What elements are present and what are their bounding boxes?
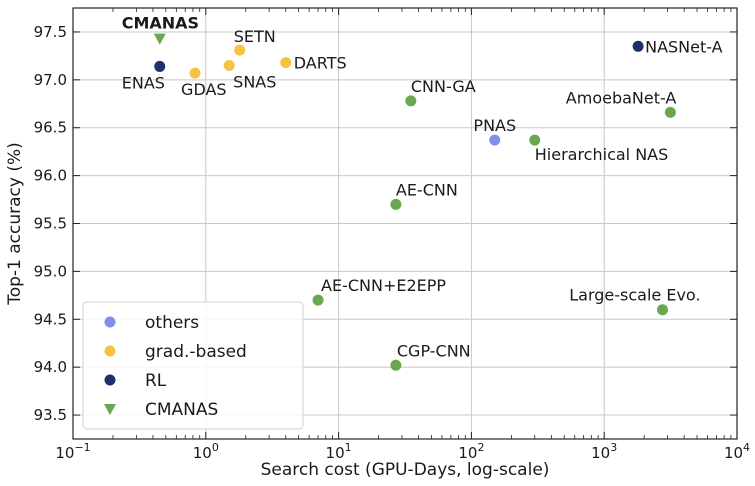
data-point-cmanas	[153, 33, 166, 45]
x-tick-label: 101	[326, 441, 352, 462]
y-tick-label: 97.0	[34, 71, 67, 89]
point-label-setn: SETN	[234, 27, 276, 46]
legend-label-cmanas: CMANAS	[145, 400, 218, 420]
data-point-ae-cnn	[390, 198, 402, 210]
legend-label-others: others	[145, 313, 199, 333]
legend: others grad.-based RL CMANAS	[82, 301, 304, 430]
x-tick-label: 104	[724, 441, 750, 462]
point-label-large-scale-evo-: Large-scale Evo.	[569, 286, 700, 305]
point-label-snas: SNAS	[233, 72, 276, 91]
y-axis-title: Top-1 accuracy (%)	[5, 142, 25, 306]
legend-label-rl: RL	[145, 371, 167, 391]
legend-marker-cmanas	[104, 404, 116, 415]
x-tick-label: 103	[591, 441, 617, 462]
y-tick-label: 93.5	[34, 406, 67, 424]
data-points	[153, 33, 676, 371]
point-label-gdas: GDAS	[181, 80, 227, 99]
y-tick-label: 95.5	[34, 215, 67, 233]
point-label-cmanas: CMANAS	[122, 14, 199, 33]
point-label-pnas: PNAS	[473, 116, 516, 135]
y-tick-label: 95.0	[34, 262, 67, 280]
data-point-pnas	[489, 134, 501, 146]
x-tick-label: 100	[193, 441, 219, 462]
grid-lines	[72, 8, 738, 439]
legend-marker-others	[104, 316, 116, 328]
y-tick-label: 96.0	[34, 167, 67, 185]
point-label-cgp-cnn: CGP-CNN	[397, 341, 471, 360]
data-point-cnn-ga	[405, 95, 417, 107]
point-label-ae-cnn-e2epp: AE-CNN+E2EPP	[321, 276, 446, 295]
data-point-ae-cnn-e2epp	[312, 294, 324, 306]
point-label-enas: ENAS	[122, 73, 165, 92]
point-label-ae-cnn: AE-CNN	[396, 180, 458, 199]
point-labels: CMANAS ENAS GDAS SETN SNAS DARTS NASNet-A CNN-G…	[122, 14, 723, 361]
data-point-cgp-cnn	[390, 359, 402, 371]
data-point-darts	[280, 57, 292, 69]
y-tick-label: 94.0	[34, 358, 67, 376]
legend-label-grad: grad.-based	[145, 342, 247, 362]
x-tick-label: 10−1	[55, 441, 90, 462]
point-label-nasnet-a: NASNet-A	[645, 37, 723, 56]
y-tick-label: 94.5	[34, 310, 67, 328]
y-tick-label: 96.5	[34, 119, 67, 137]
data-point-amoebanet-a	[664, 106, 676, 118]
axes: 93.5 94.0 94.5 95.0 95.5 96.0 96.5 97.0 97.5 10−1…	[34, 7, 750, 462]
data-point-snas	[223, 59, 235, 71]
x-tick-label: 102	[458, 441, 484, 462]
data-point-enas	[154, 60, 166, 72]
legend-marker-grad	[104, 345, 116, 357]
point-label-amoebanet-a: AmoebaNet-A	[566, 88, 677, 107]
data-point-setn	[234, 44, 246, 56]
legend-marker-rl	[104, 374, 116, 386]
data-point-gdas	[189, 67, 201, 79]
y-tick-label: 97.5	[34, 23, 67, 41]
point-label-cnn-ga: CNN-GA	[411, 77, 476, 96]
legend-box	[82, 301, 304, 430]
data-point-nasnet-a	[632, 40, 644, 52]
x-axis-title: Search cost (GPU-Days, log-scale)	[261, 460, 550, 480]
point-label-darts: DARTS	[294, 54, 347, 73]
data-point-hierarchical-nas	[529, 134, 541, 146]
point-label-hierarchical-nas: Hierarchical NAS	[535, 145, 669, 164]
data-point-large-scale-evo-	[657, 304, 669, 316]
